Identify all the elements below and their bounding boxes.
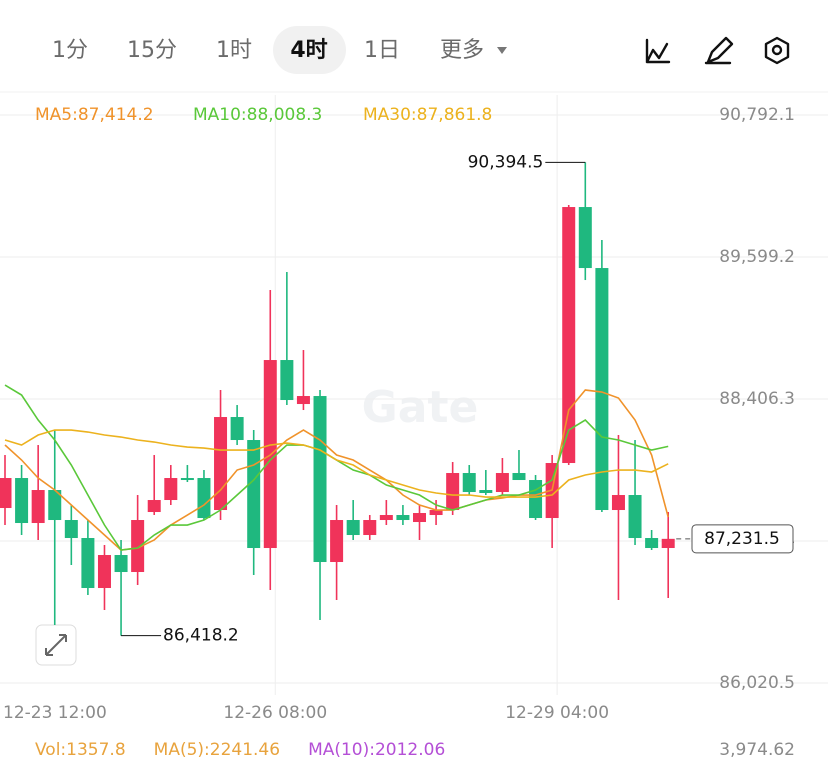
candle-body bbox=[645, 538, 659, 549]
watermark: Gate bbox=[362, 382, 479, 433]
toolbar-icons bbox=[645, 36, 790, 65]
candle-body bbox=[64, 520, 78, 539]
candle-body bbox=[595, 268, 609, 511]
candle-body bbox=[628, 495, 642, 539]
candle-body bbox=[578, 207, 592, 269]
ma-legend: MA5:87,414.2 bbox=[35, 105, 154, 125]
ma-legend: MA30:87,861.8 bbox=[363, 105, 492, 125]
draw-icon[interactable] bbox=[704, 36, 734, 65]
timeframe-tab[interactable]: 4时 bbox=[290, 38, 327, 63]
candle-body bbox=[446, 473, 460, 511]
candle-body bbox=[48, 490, 62, 521]
more-arrow[interactable] bbox=[497, 47, 507, 54]
candle-body bbox=[230, 417, 244, 441]
candle-body bbox=[379, 515, 393, 521]
volume-axis-label: 3,974.62 bbox=[719, 740, 795, 760]
timeframe-tab[interactable]: 1时 bbox=[216, 38, 252, 63]
candle-body bbox=[31, 490, 45, 524]
candle-body bbox=[114, 555, 128, 573]
selected-tab-bg bbox=[273, 26, 346, 74]
expand-icon bbox=[45, 634, 67, 656]
candle-body bbox=[479, 490, 493, 494]
candle-body bbox=[661, 538, 675, 549]
candle-body bbox=[611, 495, 625, 511]
volume-legend: Vol:1357.8 bbox=[35, 740, 126, 760]
timeframe-tab[interactable]: 1分 bbox=[52, 38, 88, 63]
candle-body bbox=[529, 480, 543, 519]
y-tick-label: 88,406.3 bbox=[719, 389, 795, 409]
timeframe-tab[interactable]: 15分 bbox=[127, 38, 177, 63]
settings-icon-dot bbox=[771, 44, 783, 56]
volume-legend: MA(5):2241.46 bbox=[154, 740, 280, 760]
candle-body bbox=[131, 520, 145, 573]
x-tick-label: 12-29 04:00 bbox=[505, 703, 609, 723]
last-price-box bbox=[691, 524, 794, 554]
high-label: 90,394.5 bbox=[468, 152, 544, 172]
last-price-label: 87,231.5 bbox=[704, 529, 780, 549]
candle-body bbox=[495, 473, 509, 493]
candle-body bbox=[214, 417, 228, 511]
candle-body bbox=[164, 478, 178, 501]
indicator-icon[interactable] bbox=[645, 38, 671, 64]
candle-body bbox=[0, 478, 12, 509]
candle-body bbox=[247, 440, 261, 549]
settings-icon[interactable] bbox=[764, 36, 790, 65]
volume-legend: MA(10):2012.06 bbox=[308, 740, 445, 760]
x-tick-label: 12-26 08:00 bbox=[223, 703, 327, 723]
candle-body bbox=[429, 510, 443, 516]
y-tick-label: 89,599.2 bbox=[719, 247, 795, 267]
candle-body bbox=[512, 473, 526, 481]
candle-body bbox=[97, 555, 111, 589]
x-tick-label: 12-23 12:00 bbox=[3, 703, 107, 723]
candle-body bbox=[313, 396, 327, 563]
y-tick-label: 86,020.5 bbox=[719, 673, 795, 693]
timeframe-tab[interactable]: 1日 bbox=[364, 38, 400, 63]
ma-legend: MA10:88,008.3 bbox=[193, 105, 322, 125]
candle-body bbox=[462, 473, 476, 493]
candle-body bbox=[147, 500, 161, 513]
candle-body bbox=[180, 478, 194, 481]
candle-body bbox=[330, 520, 344, 563]
candle-body bbox=[197, 478, 211, 519]
candle-body bbox=[81, 538, 95, 589]
y-tick-label: 90,792.1 bbox=[719, 105, 795, 125]
candle-body bbox=[562, 207, 576, 464]
low-label: 86,418.2 bbox=[163, 626, 239, 646]
candle-body bbox=[280, 360, 294, 401]
candle-body bbox=[396, 515, 410, 521]
candle-body bbox=[346, 520, 360, 536]
candle-body bbox=[363, 520, 377, 536]
candle-body bbox=[296, 396, 310, 405]
candle-body bbox=[15, 478, 29, 524]
ma-line bbox=[4, 429, 669, 498]
timeframe-tab[interactable]: 更多 bbox=[440, 38, 484, 63]
candle-body bbox=[413, 513, 426, 523]
